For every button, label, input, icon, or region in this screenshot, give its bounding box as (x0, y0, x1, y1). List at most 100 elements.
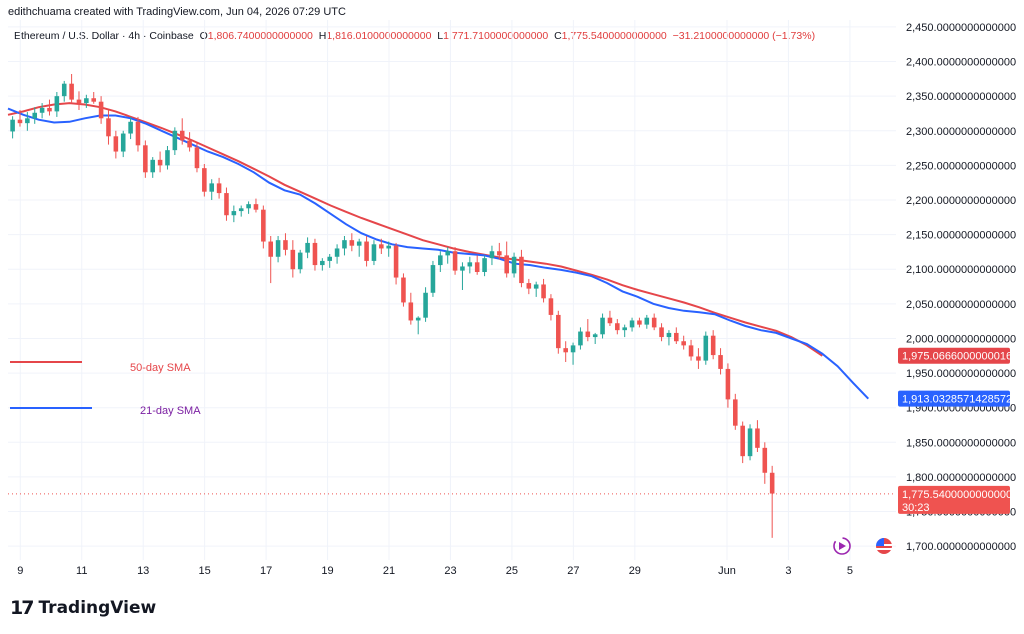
candle-body (674, 332, 679, 342)
candle-body (25, 118, 30, 124)
tradingview-brand: TradingView (38, 598, 157, 618)
x-tick-label: 3 (785, 565, 791, 577)
y-tick-label: 1,700.0000000000000 (906, 541, 1016, 553)
candle-body (666, 332, 672, 338)
candle-body (349, 240, 355, 246)
candle-body (659, 327, 664, 338)
candle-body (371, 244, 377, 261)
candle-body (261, 209, 266, 242)
tradingview-logo-icon: 17 (10, 597, 34, 619)
candle-body (622, 327, 627, 331)
candle-body (305, 242, 310, 253)
flag-us-icon[interactable] (876, 538, 892, 554)
candle-body (600, 317, 605, 335)
sma21-line (7, 107, 870, 400)
candle-body (157, 159, 163, 166)
grid-lines (8, 20, 896, 560)
candle-body (474, 262, 480, 272)
tradingview-footer[interactable]: 17 TradingView (10, 597, 156, 619)
candle-body (283, 240, 288, 250)
candle-body (172, 130, 178, 151)
y-tick-label: 1,950.0000000000000 (906, 368, 1016, 380)
candle-body (356, 241, 362, 246)
sma-annotations: 50-day SMA 21-day SMA (10, 361, 201, 417)
candle-body (202, 168, 207, 192)
x-tick-label: 29 (629, 565, 641, 577)
sma50-badge-bg (898, 347, 1010, 364)
candle-body (519, 256, 524, 284)
candle-body (113, 136, 119, 152)
candle-body (342, 240, 347, 249)
candle-body (47, 107, 52, 112)
x-tick-label: Jun (718, 565, 736, 577)
candle-body (607, 317, 613, 324)
sma21-badge-text: 1,913.0328571428572 (902, 394, 1012, 406)
sma21-legend-label: 21-day SMA (140, 405, 201, 417)
high-value: 1,816.0100000000000 (326, 30, 432, 42)
candle-body (268, 241, 273, 257)
candle-body (467, 262, 473, 267)
candle-body (733, 399, 738, 426)
candle-body (504, 255, 509, 274)
candle-body (386, 245, 391, 249)
x-tick-label: 23 (444, 565, 456, 577)
candle-body (585, 331, 591, 338)
change-value: −31.2100000000000 (−1.73%) (672, 30, 816, 42)
candle-body (334, 248, 340, 257)
candle-body (216, 183, 222, 194)
price-chart[interactable]: 2,450.0000000000000 2,400.0000000000000 2,… (0, 0, 1024, 590)
candle-body (106, 118, 111, 137)
x-tick-label: 5 (847, 565, 853, 577)
y-tick-label: 2,000.0000000000000 (906, 333, 1016, 345)
candle-body (401, 277, 406, 303)
candle-body (54, 96, 60, 112)
open-value: 1,806.7400000000000 (207, 30, 313, 42)
candle-body (615, 323, 620, 331)
ohlc-legend: Ethereum / U.S. Dollar · 4h · Coinbase O… (14, 30, 815, 42)
candle-body (128, 121, 133, 134)
sma21-badge-bg (898, 390, 1010, 407)
x-tick-label: 19 (321, 565, 333, 577)
candle-body (39, 107, 45, 113)
x-tick-label: 25 (506, 565, 518, 577)
sma50-line (7, 102, 823, 357)
candle-body (681, 341, 686, 346)
candle-body (548, 298, 554, 315)
price-badges: 1,975.0666000000016 1,913.0328571428572 1,… (898, 347, 1012, 514)
y-tick-label: 2,200.0000000000000 (906, 195, 1016, 207)
open-label: O (199, 30, 208, 42)
candle-body (755, 428, 760, 448)
candle-body (629, 320, 635, 328)
candle-body (762, 447, 768, 473)
candle-body (747, 428, 753, 457)
candle-body (209, 183, 215, 192)
candle-body (423, 292, 428, 318)
candle-body (408, 302, 414, 321)
x-tick-label: 11 (76, 565, 87, 577)
candle-body (592, 334, 598, 338)
y-tick-label: 2,150.0000000000000 (906, 230, 1016, 242)
candle-body (231, 211, 237, 216)
close-label: C (554, 30, 562, 42)
y-tick-label: 2,450.0000000000000 (906, 22, 1016, 34)
candles (8, 74, 896, 538)
sma-lines (7, 102, 870, 400)
candle-body (556, 314, 561, 349)
last-price-badge-countdown: 30:23 (902, 502, 930, 514)
candle-body (143, 145, 148, 173)
created-by-text: edithchuama created with TradingView.com… (8, 6, 346, 18)
candle-body (438, 255, 443, 266)
candle-body (17, 119, 23, 124)
candle-body (179, 130, 185, 141)
candle-body (482, 258, 487, 272)
candle-body (415, 317, 421, 321)
candle-body (150, 159, 156, 173)
replay-icon[interactable] (833, 537, 851, 555)
candle-body (740, 425, 745, 457)
candle-body (379, 244, 384, 249)
close-value: 1,775.5400000000000 (561, 30, 667, 42)
y-tick-label: 2,400.0000000000000 (906, 57, 1016, 69)
candle-body (725, 368, 731, 400)
candle-body (769, 472, 775, 494)
